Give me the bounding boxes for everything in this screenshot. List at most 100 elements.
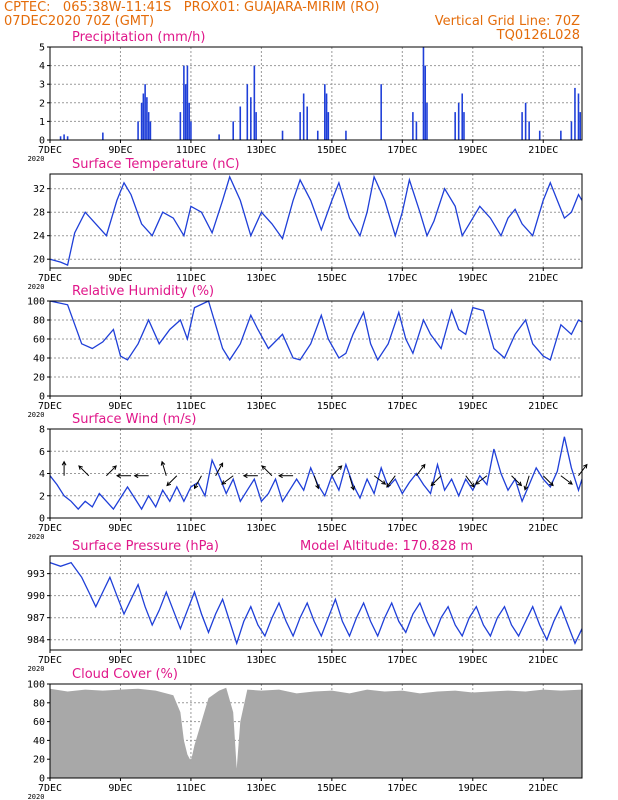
wind-arrowhead [386, 482, 391, 488]
precip-bar [184, 84, 187, 140]
precip-bar [324, 84, 326, 140]
precip-bar [144, 84, 146, 140]
panel-title: Relative Humidity (%) [72, 284, 214, 299]
x-tick-label: 17DEC [387, 145, 417, 156]
panel-precipitation-mm-h: 0 1 2 3 4 5 7DEC 9DEC 11DEC 13DEC 15DEC 17DEC 19DEC 2… [28, 30, 583, 163]
x-tick-label: 15DEC [317, 523, 347, 534]
precip-bar [345, 130, 347, 140]
y-tick-label: 20 [33, 755, 45, 766]
wind-arrowhead [523, 485, 529, 491]
panel-surface-pressure-hpa: 984 987 990 993 7DEC 9DEC 11DEC 13DEC 15DEC 17DEC… [27, 539, 583, 673]
y-tick-label: 5 [39, 43, 45, 54]
x-tick-label: 13DEC [246, 655, 276, 666]
precip-bar [142, 93, 145, 140]
precip-bar [415, 121, 418, 140]
x-tick-label: 19DEC [458, 655, 488, 666]
precip-bar [59, 136, 62, 140]
x-tick-label: 9DEC [108, 783, 132, 794]
y-tick-label: 3 [39, 80, 45, 91]
cloud-area [50, 687, 582, 778]
y-tick-label: 987 [27, 613, 45, 624]
x-tick-label: 9DEC [108, 145, 132, 156]
wind-arrowhead [133, 473, 139, 479]
precip-bar [577, 93, 580, 140]
x-tick-label: 7DEC [38, 273, 62, 284]
wind-arrowhead [78, 465, 83, 470]
series-line [49, 436, 583, 511]
wind-vector [261, 465, 273, 477]
x-tick-label: 21DEC [528, 273, 558, 284]
wind-vector [331, 465, 343, 477]
wind-vector [106, 465, 117, 477]
panel-frame [49, 300, 583, 397]
x-tick-label: 17DEC [387, 401, 417, 412]
panel-cloud-cover: 0 20 40 60 80 100 7DEC 9DEC 11DEC 13DEC 15DEC 17DEC… [27, 667, 583, 800]
wind-arrowhead [420, 463, 426, 469]
precip-bar [538, 130, 541, 140]
precip-bar [253, 65, 256, 140]
x-tick-label: 9DEC [108, 273, 132, 284]
header-code: TQ0126L028 [496, 28, 580, 43]
series-line [49, 561, 583, 646]
y-tick-label: 0 [39, 774, 45, 785]
y-tick-label: 60 [33, 717, 45, 728]
model-altitude-label: Model Altitude: 170.828 m [300, 539, 473, 554]
x-tick-label: 7DEC [38, 523, 62, 534]
precip-bar [63, 134, 65, 140]
x-year-label: 2020 [28, 793, 45, 800]
precip-bar [246, 84, 249, 140]
panel-title: Surface Temperature (nC) [72, 157, 240, 172]
x-tick-label: 11DEC [176, 655, 206, 666]
x-tick-label: 19DEC [458, 783, 488, 794]
x-year-label: 2020 [28, 411, 45, 419]
panel-frame [49, 683, 583, 779]
x-tick-label: 13DEC [246, 273, 276, 284]
y-tick-label: 0 [39, 136, 45, 147]
precip-bar [299, 112, 301, 140]
precip-bar [426, 102, 428, 140]
precip-bar [560, 130, 562, 140]
y-tick-label: 80 [33, 316, 45, 327]
wind-arrowhead [160, 460, 166, 466]
precip-bar [66, 136, 69, 140]
panel-relative-humidity: 0 20 40 60 80 100 7DEC 9DEC 11DEC 13DEC 15DEC 17DEC… [27, 284, 583, 419]
precip-bar [183, 65, 185, 140]
y-tick-label: 984 [27, 635, 45, 646]
precip-bar [521, 112, 523, 140]
y-tick-label: 100 [27, 680, 45, 691]
x-year-label: 2020 [28, 283, 45, 291]
precip-bar [325, 93, 328, 140]
wind-vector [373, 475, 386, 485]
wind-arrowhead [166, 481, 172, 487]
x-tick-label: 7DEC [38, 655, 62, 666]
precip-bar [255, 112, 257, 140]
x-tick-label: 7DEC [38, 145, 62, 156]
precip-bar [316, 130, 319, 140]
x-tick-label: 17DEC [387, 523, 417, 534]
wind-vector [542, 475, 554, 486]
wind-arrowhead [474, 480, 480, 485]
x-year-label: 2020 [28, 665, 45, 673]
precip-bar [412, 112, 414, 140]
x-tick-label: 21DEC [528, 145, 558, 156]
y-tick-label: 2 [39, 98, 45, 109]
wind-arrowhead [549, 481, 554, 487]
precip-bar [380, 84, 382, 140]
x-tick-label: 13DEC [246, 523, 276, 534]
wind-vector [78, 465, 90, 477]
precip-bar [327, 112, 330, 140]
y-tick-label: 4 [39, 469, 45, 480]
x-tick-label: 11DEC [176, 401, 206, 412]
x-tick-label: 9DEC [108, 655, 132, 666]
y-tick-label: 20 [33, 255, 45, 266]
precip-bar [302, 93, 305, 140]
wind-vector [524, 475, 530, 490]
wind-arrowhead [242, 473, 248, 479]
x-tick-label: 15DEC [317, 145, 347, 156]
x-tick-label: 21DEC [528, 401, 558, 412]
wind-vector [215, 462, 224, 476]
wind-vector [416, 464, 426, 477]
y-tick-label: 20 [33, 373, 45, 384]
x-tick-label: 9DEC [108, 401, 132, 412]
y-tick-label: 0 [39, 514, 45, 525]
